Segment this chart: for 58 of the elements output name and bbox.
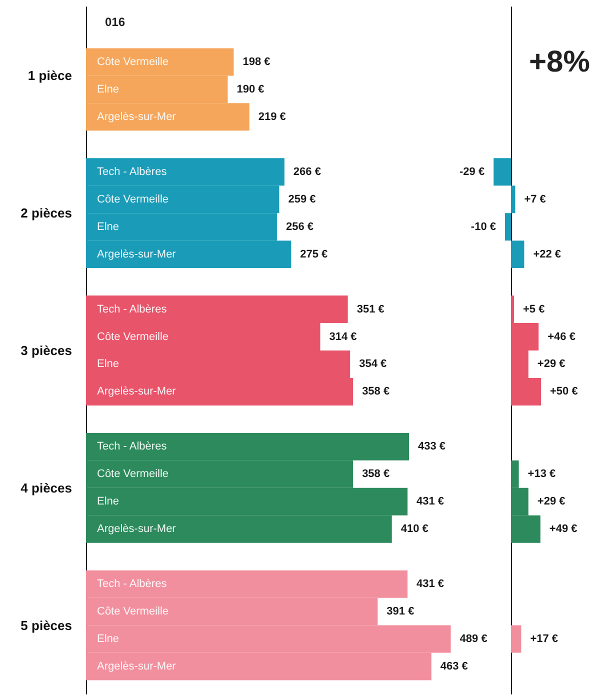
data-label: 431 € xyxy=(416,578,444,590)
y-tick-label: 5 pièces xyxy=(20,618,72,633)
text: Elne xyxy=(97,633,120,646)
data-label: 198 € xyxy=(242,56,270,68)
data-label: +29 € xyxy=(537,496,566,508)
data-label: 219 € xyxy=(258,110,286,123)
text: Tech - Albères xyxy=(97,440,167,453)
data-label: +50 € xyxy=(550,386,578,398)
data-label: 275 € xyxy=(300,248,328,260)
y-tick-label: 1 pièce xyxy=(28,68,72,84)
data-label: 489 € xyxy=(460,633,488,646)
data-label: +17 € xyxy=(530,633,558,646)
text: Côte Vermeille xyxy=(97,330,169,343)
text: Argelès-sur-Mer xyxy=(97,660,176,673)
text: 016 xyxy=(105,15,126,29)
text: Argelès-sur-Mer xyxy=(97,523,176,536)
data-label: 463 € xyxy=(440,660,468,673)
text: +8% xyxy=(529,46,590,78)
text: Tech - Albères xyxy=(97,578,167,590)
text: Elne xyxy=(97,496,120,508)
data-label: 431 € xyxy=(416,496,444,508)
data-label: 190 € xyxy=(236,83,264,96)
data-label: 259 € xyxy=(288,193,316,206)
text: Tech - Albères xyxy=(97,166,167,178)
data-label: 351 € xyxy=(356,303,384,316)
series-label: Argelès-sur-Mer xyxy=(97,386,176,398)
data-label: -10 € xyxy=(470,220,496,233)
data-label: +5 € xyxy=(523,303,545,316)
text: Côte Vermeille xyxy=(97,193,169,206)
text: Côte Vermeille xyxy=(97,468,169,480)
data-label: 410 € xyxy=(400,523,428,536)
text: Argelès-sur-Mer xyxy=(97,110,176,123)
data-label: 391 € xyxy=(386,606,414,618)
data-label: 314 € xyxy=(329,330,357,343)
data-label: 354 € xyxy=(359,358,387,370)
data-label: +29 € xyxy=(537,358,566,370)
y-tick-label: 2 pièces xyxy=(20,206,72,221)
data-label: -29 € xyxy=(460,166,485,178)
text: Elne xyxy=(97,220,120,233)
data-label: +13 € xyxy=(528,468,556,480)
series-label: Tech - Albères xyxy=(97,303,168,316)
text: Argelès-sur-Mer xyxy=(97,248,176,260)
text: Côte Vermeille xyxy=(97,56,169,68)
data-label: 358 € xyxy=(362,386,390,398)
data-label: 266 € xyxy=(293,166,321,178)
data-label: 256 € xyxy=(286,220,314,233)
text: Elne xyxy=(97,358,120,370)
series-label: Côte Vermeille xyxy=(97,606,169,618)
series-label: Elne xyxy=(97,83,120,96)
data-label: +49 € xyxy=(549,523,578,536)
bar xyxy=(511,625,522,653)
y-tick-label: 4 pièces xyxy=(20,480,72,496)
data-label: +7 € xyxy=(524,193,546,206)
data-label: 358 € xyxy=(362,468,390,480)
data-label: +22 € xyxy=(533,248,562,260)
data-label: +46 € xyxy=(548,330,576,343)
y-tick-label: 3 pièces xyxy=(20,343,72,358)
data-label: 433 € xyxy=(418,440,446,453)
